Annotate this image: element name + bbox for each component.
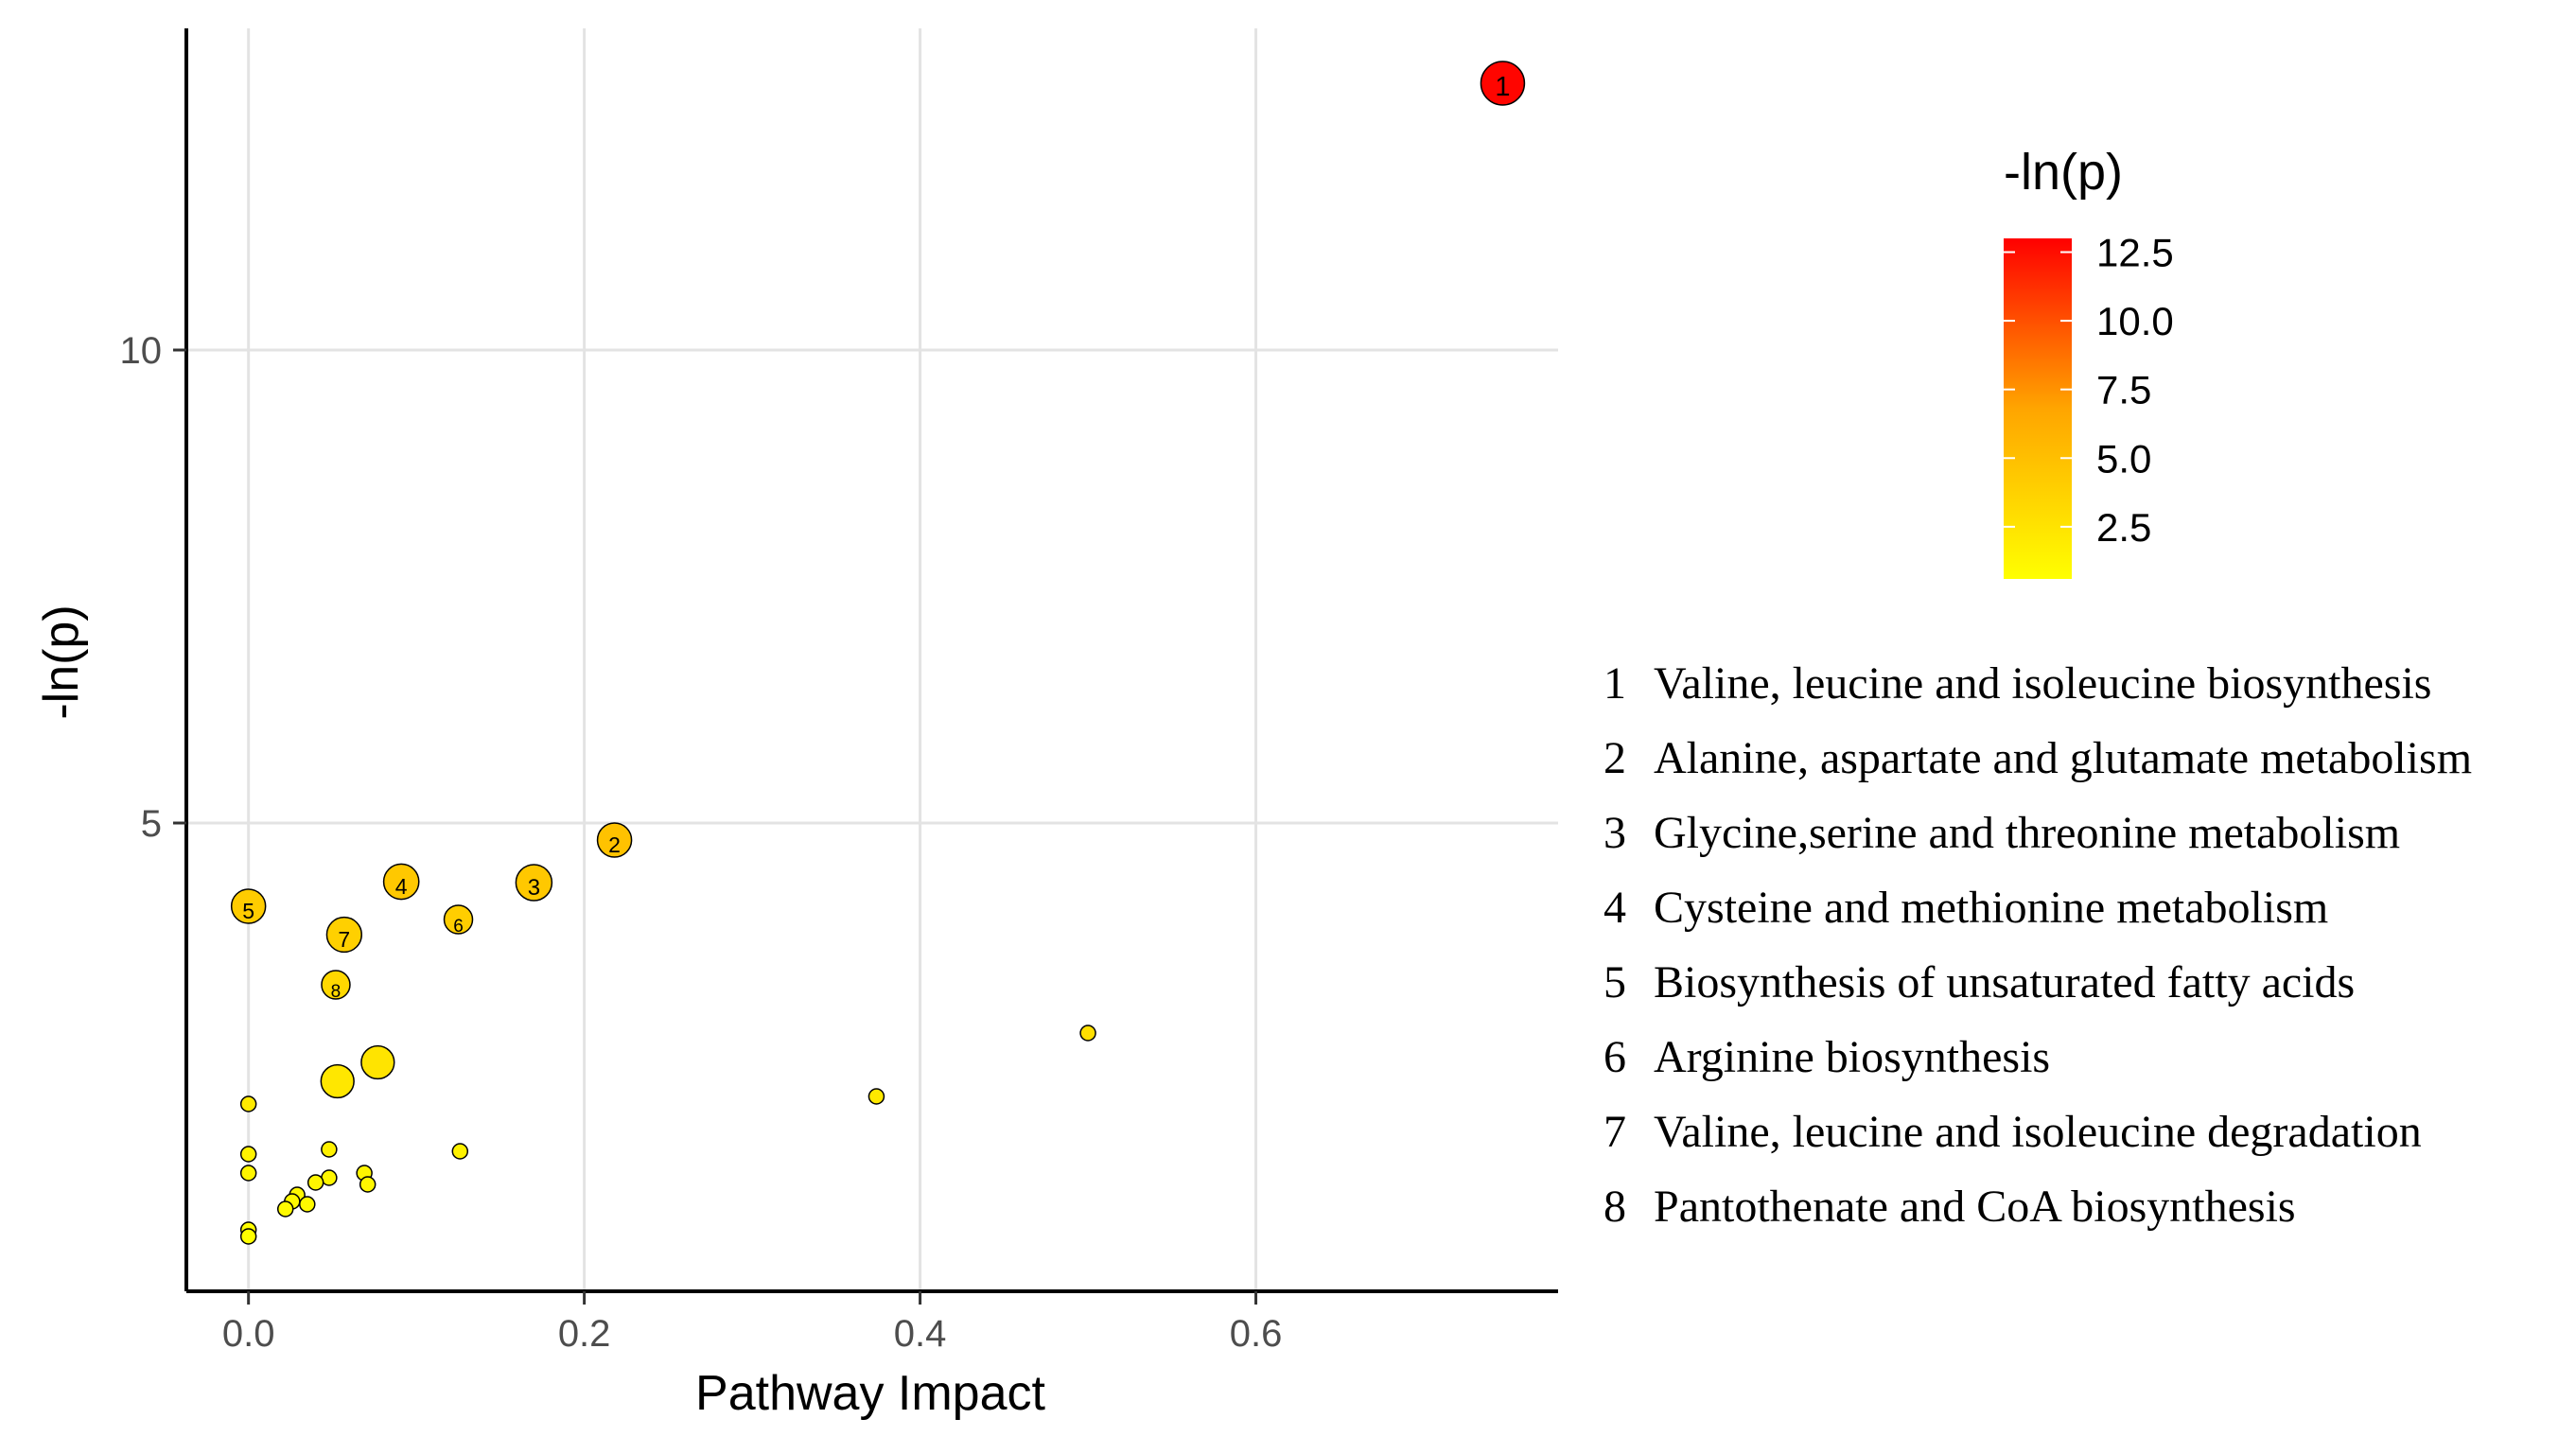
color-legend-title: -ln(p)	[2004, 144, 2123, 201]
pathway-name: Cysteine and methionine metabolism	[1654, 883, 2328, 933]
point-marker	[239, 1228, 257, 1245]
point-marker	[307, 1174, 324, 1191]
point-marker	[515, 864, 553, 902]
data-points: 1 3 4 7 2 5 6 8	[230, 61, 1526, 1245]
point	[239, 1095, 257, 1112]
point	[1079, 1025, 1096, 1042]
pathway-legend-item: 5 Biosynthesis of unsaturated fatty acids	[1603, 957, 2355, 1007]
point-8: 8	[321, 970, 351, 1002]
point	[359, 1176, 377, 1193]
point-label: 4	[395, 874, 408, 899]
pathway-name: Glycine,serine and threonine metabolism	[1654, 808, 2400, 858]
pathway-legend-item: 2 Alanine, aspartate and glutamate metabo…	[1603, 733, 2472, 783]
point-6: 6	[443, 904, 474, 937]
pathway-name: Valine, leucine and isoleucine biosynthe…	[1654, 658, 2431, 709]
pathway-legend-item: 4 Cysteine and methionine metabolism	[1603, 883, 2328, 933]
point-7: 7	[325, 916, 362, 954]
point	[299, 1196, 316, 1213]
color-tick-label: 5.0	[2096, 436, 2151, 481]
point-marker	[1079, 1025, 1096, 1042]
point-marker	[320, 1063, 355, 1099]
point-2: 2	[596, 822, 633, 858]
point-marker	[239, 1165, 257, 1182]
point-marker	[276, 1200, 294, 1218]
point-label: 3	[528, 875, 540, 901]
pathway-number: 3	[1603, 808, 1626, 858]
color-tick-label: 12.5	[2096, 231, 2174, 275]
pathway-number: 8	[1603, 1182, 1626, 1232]
point	[867, 1088, 885, 1105]
point	[276, 1200, 294, 1218]
color-legend: -ln(p) 2.5 5.0 7.5 10.0 12.5	[2004, 144, 2174, 579]
point	[239, 1146, 257, 1163]
point-5: 5	[230, 888, 267, 924]
y-tick-label: 5	[141, 803, 162, 845]
pathway-number: 7	[1603, 1107, 1626, 1157]
point-marker	[382, 863, 420, 901]
x-tick-label: 0.2	[558, 1313, 611, 1355]
point-marker	[321, 1141, 338, 1158]
point-marker	[299, 1196, 316, 1213]
point	[239, 1228, 257, 1245]
color-tick-label: 10.0	[2096, 299, 2174, 343]
pathway-legend-item: 3 Glycine,serine and threonine metabolism	[1603, 808, 2400, 858]
point	[451, 1143, 469, 1160]
pathway-legend-item: 8 Pantothenate and CoA biosynthesis	[1603, 1182, 2296, 1232]
pathway-name: Pantothenate and CoA biosynthesis	[1654, 1182, 2296, 1232]
color-legend-ticks: 2.5 5.0 7.5 10.0 12.5	[2004, 231, 2174, 550]
axes	[184, 28, 1558, 1293]
point-marker	[230, 888, 267, 924]
pathway-legend-item: 7 Valine, leucine and isoleucine degradat…	[1603, 1107, 2422, 1157]
x-axis-title: Pathway Impact	[695, 1366, 1045, 1421]
point-marker	[596, 822, 633, 858]
pathway-name: Biosynthesis of unsaturated fatty acids	[1654, 957, 2355, 1007]
point	[321, 1141, 338, 1158]
point-marker	[1480, 61, 1526, 106]
point-marker	[359, 1176, 377, 1193]
pathway-legend-item: 6 Arginine biosynthesis	[1603, 1032, 2050, 1082]
y-tick-label: 10	[120, 330, 163, 372]
point-label: 6	[453, 917, 464, 937]
point-marker	[239, 1095, 257, 1112]
pathway-number: 4	[1603, 883, 1626, 933]
point-label: 8	[331, 982, 342, 1002]
grid-lines	[186, 28, 1558, 1291]
point-marker	[443, 904, 474, 935]
pathway-number: 5	[1603, 957, 1626, 1007]
point-1: 1	[1480, 61, 1526, 106]
pathway-number: 2	[1603, 733, 1626, 783]
pathway-number: 1	[1603, 658, 1626, 709]
point-label: 1	[1495, 72, 1510, 102]
pathway-name: Alanine, aspartate and glutamate metabol…	[1654, 733, 2472, 783]
x-tick-label: 0.6	[1230, 1313, 1283, 1355]
x-tick-label: 0.4	[894, 1313, 947, 1355]
color-tick-label: 2.5	[2096, 505, 2151, 550]
pathway-legend: 1 Valine, leucine and isoleucine biosynth…	[1603, 658, 2472, 1232]
point-marker	[867, 1088, 885, 1105]
point	[239, 1165, 257, 1182]
y-axis-title: -ln(p)	[34, 604, 89, 719]
point	[307, 1174, 324, 1191]
point-4: 4	[382, 863, 420, 901]
pathway-name: Arginine biosynthesis	[1654, 1032, 2050, 1082]
point-marker	[451, 1143, 469, 1160]
pathway-legend-item: 1 Valine, leucine and isoleucine biosynth…	[1603, 658, 2431, 709]
pathway-number: 6	[1603, 1032, 1626, 1082]
point-marker	[325, 916, 362, 954]
point	[360, 1044, 395, 1080]
pathway-name: Valine, leucine and isoleucine degradati…	[1654, 1107, 2422, 1157]
point-marker	[360, 1044, 395, 1080]
point-label: 7	[338, 927, 350, 952]
color-tick-label: 7.5	[2096, 368, 2151, 412]
point-marker	[321, 970, 351, 1000]
point	[320, 1063, 355, 1099]
axis-ticks: 0.0 0.2 0.4 0.6 5 10	[120, 330, 1283, 1355]
color-legend-bar	[2004, 238, 2072, 579]
x-tick-label: 0.0	[222, 1313, 275, 1355]
point-3: 3	[515, 864, 553, 902]
point-label: 5	[242, 899, 254, 923]
point-label: 2	[608, 832, 621, 857]
point-marker	[239, 1146, 257, 1163]
